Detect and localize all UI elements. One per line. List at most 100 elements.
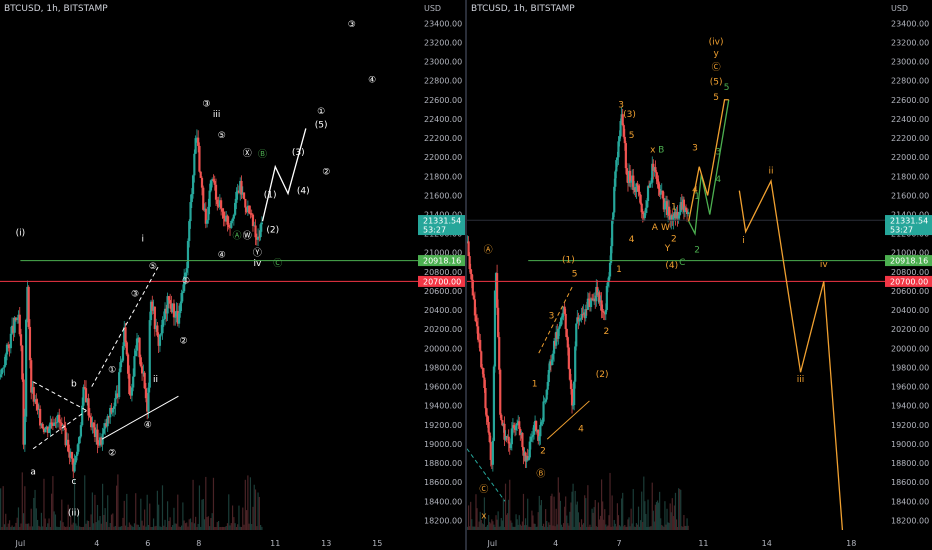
volume-bar [226,523,229,530]
candle-body [541,421,544,423]
volume-bar [112,513,114,530]
candle-body [4,354,7,366]
volume-bar [499,526,501,530]
candle-body [661,190,664,199]
y-tick-label: 20200.00 [891,325,929,334]
volume-bar [256,526,258,530]
candle-body [529,436,532,442]
volume-bar [517,524,519,530]
candle-body [120,360,123,363]
wave-label: (4) [665,261,678,271]
candle-body [535,420,538,432]
volume-bar [184,523,187,530]
left-chart-panel[interactable]: BTCUSD, 1h, BITSTAMP (i) a b c (ii) i ii iii iv ①… [0,0,465,550]
volume-bar [634,527,636,530]
y-tick-label: 19400.00 [891,402,929,411]
wave-label: 3 [549,312,555,322]
candle-body [13,317,16,333]
volume-bar [557,477,559,530]
volume-bar [172,525,174,530]
volume-bar [166,501,169,530]
volume-bar [202,499,204,530]
wave-label: ② [322,167,330,177]
candle-body [77,443,80,452]
volume-bar [89,526,91,530]
candle-body [59,422,62,424]
candle-body [86,398,89,403]
candle-body [189,202,192,222]
candle-body [19,334,23,346]
candle-body [162,319,165,320]
volume-bar [474,526,476,530]
candle-body [95,429,98,438]
candle-body [639,194,642,204]
volume-bar [11,525,13,530]
volume-bar [108,527,110,530]
volume-bar [533,523,535,530]
candle-body [186,240,190,269]
volume-bar [524,518,527,530]
candle-body [687,212,690,215]
volume-bar [48,518,50,530]
candle-body [132,376,135,388]
y-tick-label: 18600.00 [891,478,929,487]
y-tick-label: 18800.00 [424,459,462,468]
projection-path-orange [688,99,729,222]
wave-label: 1 [532,380,538,390]
candle-body [600,300,603,311]
volume-bar [258,496,260,530]
candle-body [637,185,640,192]
volume-bar [154,526,156,530]
candle-body [96,429,99,445]
candle-body [606,282,610,287]
volume-bar [584,495,586,530]
candle-body [240,180,243,195]
volume-bar [538,495,540,530]
candle-body [567,347,570,369]
price-tag [418,255,465,267]
volume-bar [7,523,9,530]
volume-bar [252,506,254,530]
candle-body [678,212,681,216]
candle-body [93,427,97,438]
volume-bar [649,526,651,530]
candle-body [61,424,65,427]
candle-body [0,374,2,378]
candle-body [539,424,542,437]
candle-body [492,366,496,441]
candle-body [119,362,122,373]
volume-bar [217,520,220,530]
candle-body [581,313,584,315]
wave-label: 1 [616,265,622,275]
volume-bar [178,526,180,530]
volume-bar [43,478,45,530]
candle-body [231,218,234,221]
candle-body [128,373,131,395]
panel-divider[interactable] [465,0,467,550]
wave-label: b [71,380,77,390]
volume-bar [209,526,211,530]
wave-label: i [141,234,144,244]
volume-bar [93,523,95,530]
candle-body [181,291,184,293]
price-tag-value: 21331.54 [890,217,928,226]
volume-bar [509,479,511,530]
volume-bar [152,518,155,530]
trendline-1 [32,410,87,450]
volume-bar [211,513,213,530]
volume-bar [87,520,90,530]
wave-label: c [71,477,76,487]
price-tag [418,215,465,236]
volume-bar [641,491,643,530]
candle-body [512,425,516,428]
candle-body [56,414,60,423]
volume-bar [655,502,658,530]
candle-body [235,191,238,203]
wave-label: (3) [292,148,305,158]
candle-body [612,212,615,220]
candle-body [100,437,103,445]
candle-body [203,208,206,210]
